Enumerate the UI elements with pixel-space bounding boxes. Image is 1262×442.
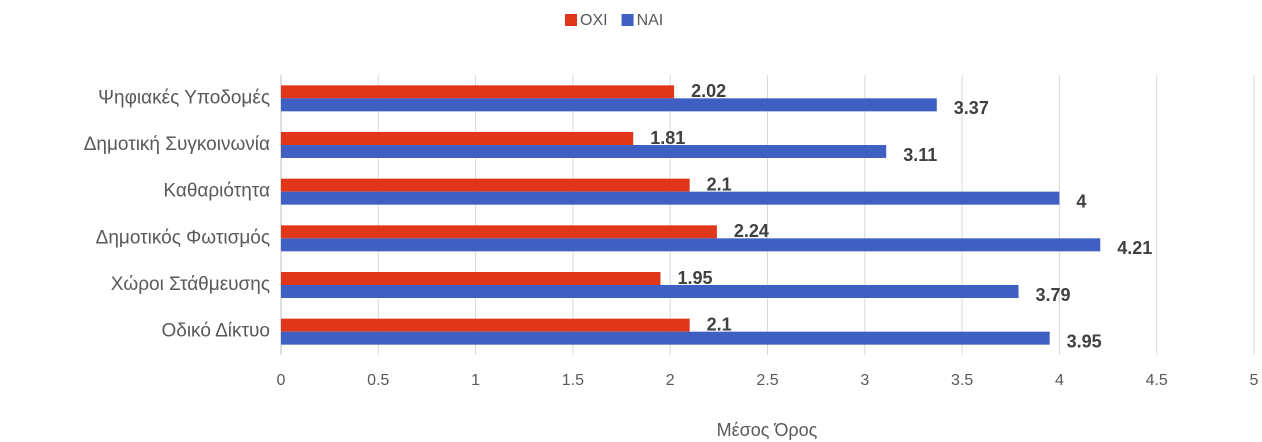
bar [281,85,675,99]
data-label: 1.81 [650,128,685,148]
data-label: 3.37 [954,98,989,118]
data-label: 3.95 [1067,331,1102,351]
data-label: 3.11 [903,145,937,165]
x-tick-label: 0.5 [367,372,389,389]
data-label: 1.95 [677,268,712,288]
legend-swatch [565,14,577,26]
bar [281,225,717,239]
bar [281,285,1019,298]
x-tick-label: 1 [471,372,480,389]
data-label: 2.24 [734,221,769,241]
y-tick-label: Οδικό Δίκτυο [161,321,270,342]
data-label: 3.79 [1036,285,1071,305]
x-tick-label: 2 [666,372,675,389]
data-label: 4 [1076,191,1086,211]
bar [281,331,1050,345]
x-tick-label: 5 [1250,372,1259,389]
bar [281,318,690,332]
x-tick-label: 0 [277,372,286,389]
x-tick-label: 3.5 [951,372,973,389]
legend-label: ΟΧΙ [580,12,608,29]
data-label: 4.21 [1117,238,1152,258]
x-tick-label: 4 [1055,372,1064,389]
x-tick-label: 1.5 [562,372,584,389]
data-label: 2.1 [707,174,732,194]
bar [281,272,661,285]
bar [281,191,1060,205]
bar [281,132,634,145]
bar [281,145,887,158]
y-tick-label: Χώροι Στάθμευσης [111,274,270,295]
bar [281,98,937,112]
bar [281,178,690,192]
legend-label: ΝΑΙ [637,12,664,29]
legend-swatch [621,14,634,26]
data-label: 2.02 [691,81,726,101]
y-tick-label: Δημοτικός Φωτισμός [96,227,270,248]
data-label: 2.1 [707,314,732,334]
x-tick-label: 4.5 [1146,372,1168,389]
x-axis-label: Μέσος Όρος [717,420,818,440]
bar [281,238,1101,252]
x-tick-label: 3 [860,372,869,389]
y-tick-label: Ψηφιακές Υποδομές [98,87,270,108]
x-tick-label: 2.5 [756,372,778,389]
y-tick-label: Καθαριότητα [163,181,270,202]
y-tick-label: Δημοτική Συγκοινωνία [84,134,270,155]
